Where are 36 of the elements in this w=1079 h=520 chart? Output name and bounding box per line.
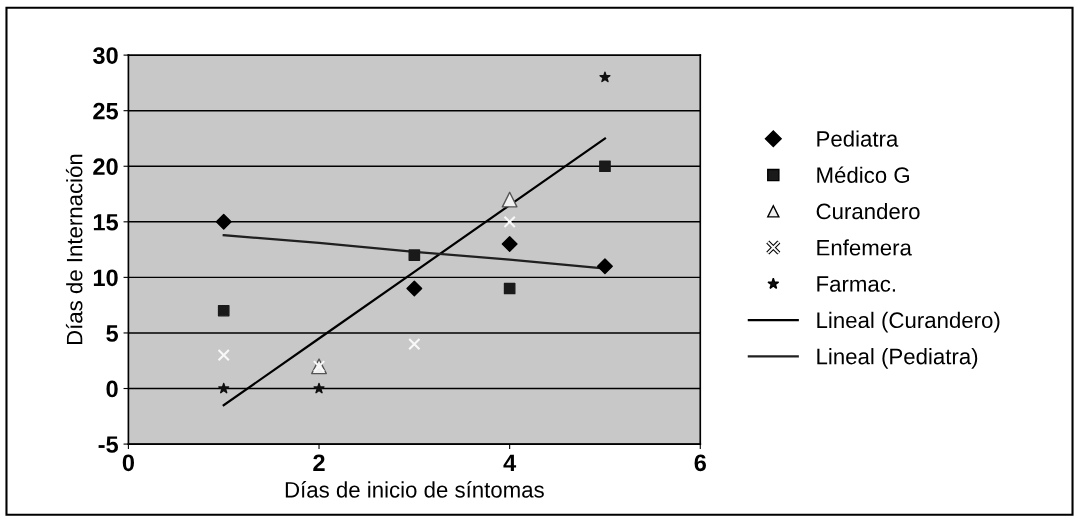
y-tick-label: 25	[93, 102, 119, 120]
legend-label: Lineal (Curandero)	[817, 311, 1000, 333]
legend-label: Médico G	[817, 166, 909, 184]
point	[599, 71, 611, 83]
y-tick-label: 5	[106, 325, 119, 342]
point	[313, 382, 325, 394]
legend-label: Lineal (Pediatra)	[817, 348, 978, 369]
legend-label: Pediatra	[817, 130, 899, 147]
y-tick-label: -5	[98, 436, 119, 453]
point	[501, 236, 518, 253]
point	[215, 213, 232, 230]
point	[406, 280, 423, 297]
x-tick-label: 6	[694, 454, 706, 472]
y-tick-label: 15	[93, 214, 119, 231]
x-tick-label: 4	[503, 454, 517, 471]
point	[599, 160, 611, 173]
legend-label: Enfemera	[817, 239, 912, 256]
point	[408, 249, 421, 262]
y-axis-title: Días de Internación	[65, 154, 83, 345]
point	[217, 304, 230, 317]
x-tick-label: 2	[313, 454, 325, 471]
point	[503, 282, 516, 295]
legend-label: Curandero	[816, 202, 920, 220]
point	[217, 348, 230, 362]
point	[596, 258, 613, 275]
point	[503, 215, 516, 229]
y-tick-label: 10	[93, 269, 118, 287]
legend-label: Farmac.	[817, 276, 895, 292]
x-axis-title: Días de inicio de síntomas	[285, 481, 544, 498]
y-tick-label: 30	[92, 47, 118, 64]
point	[408, 337, 421, 351]
point	[501, 191, 518, 208]
x-tick-label: 0	[122, 454, 134, 472]
y-tick-label: 20	[93, 158, 118, 176]
y-tick-label: 0	[106, 380, 118, 398]
point	[218, 382, 230, 394]
